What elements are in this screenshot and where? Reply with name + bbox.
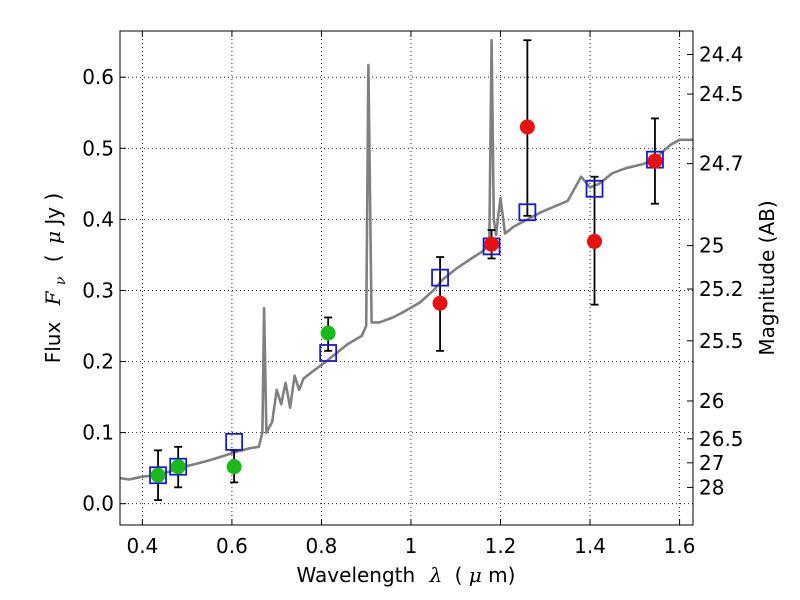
mag-tick-label: 27	[699, 451, 724, 475]
x-tick-label: 0.6	[216, 534, 248, 558]
model-square-marker	[149, 466, 167, 485]
grid	[120, 31, 693, 525]
mag-tick-label: 25.5	[699, 329, 744, 353]
spectrum-line	[119, 38, 693, 481]
x-tick-label: 1	[405, 534, 418, 558]
model-square-marker	[585, 179, 604, 198]
nir-photometry-marker	[432, 295, 448, 311]
marker-layer	[149, 119, 664, 485]
x-tick-label: 0.4	[126, 534, 158, 558]
x-tick-label: 1.4	[574, 534, 606, 558]
model-square-marker	[431, 268, 449, 287]
spectrum-layer	[119, 38, 693, 481]
mag-tick-label: 24.5	[699, 82, 744, 106]
y-tick-label: 0.4	[82, 207, 114, 231]
nir-photometry-marker	[587, 233, 603, 249]
y-axis-title: Flux F ν ( μ Jy )	[41, 193, 70, 364]
model-square-marker	[518, 203, 537, 222]
optical-photometry-marker	[226, 459, 242, 475]
y-tick-label: 0.6	[82, 65, 114, 89]
model-square-marker	[225, 432, 244, 451]
y-tick-label: 0.2	[82, 350, 114, 374]
plot-frame	[119, 30, 694, 526]
mag-tick-label: 24.7	[699, 152, 744, 176]
y2-axis-title: Magnitude (AB)	[755, 200, 779, 355]
y-tick-label: 0.1	[82, 421, 114, 445]
y-tick-label: 0.3	[82, 278, 114, 302]
nir-photometry-marker	[647, 153, 663, 169]
x-tick-label: 0.8	[306, 534, 338, 558]
mag-tick-label: 26.5	[699, 427, 744, 451]
optical-photometry-marker	[320, 325, 336, 341]
nir-photometry-marker	[484, 236, 500, 252]
optical-photometry-marker	[150, 467, 166, 483]
mag-tick-label: 25.2	[699, 277, 744, 301]
model-square-marker	[319, 344, 338, 362]
errorbar-layer	[154, 39, 659, 502]
y-tick-label: 0.5	[82, 136, 114, 160]
mag-tick-label: 25	[699, 234, 724, 258]
nir-photometry-marker	[519, 119, 535, 135]
y-tick-label: 0.0	[82, 492, 114, 516]
mag-tick-label: 26	[699, 389, 724, 413]
x-tick-label: 1.6	[664, 534, 696, 558]
model-square-marker	[169, 457, 188, 476]
x-axis-title: Wavelength λ ( μ m)	[297, 563, 516, 587]
mag-tick-label: 28	[699, 475, 724, 499]
tick-layer: 0.4 0.6 0.8 1 1.2 1.4 1.6 0.0 0.1 0.2 0.3 0.4 0.5 0.6…	[82, 31, 744, 558]
mag-tick-label: 24.4	[699, 43, 744, 67]
optical-photometry-marker	[170, 459, 186, 475]
x-tick-label: 1.2	[485, 534, 517, 558]
